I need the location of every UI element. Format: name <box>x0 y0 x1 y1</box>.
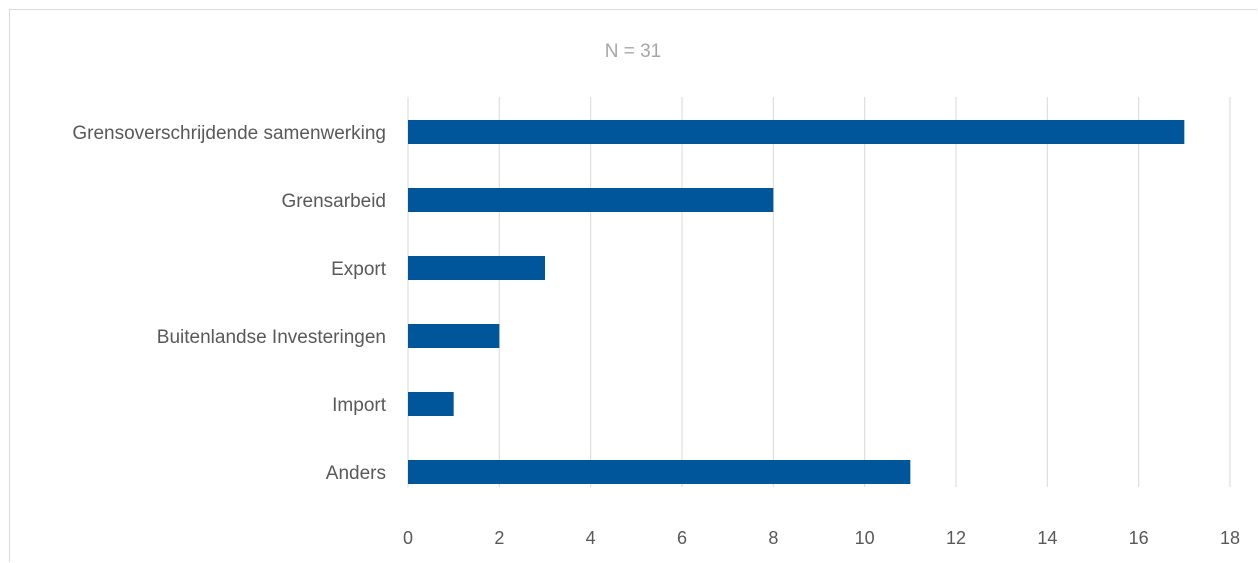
x-tick-label: 16 <box>1129 528 1149 548</box>
x-axis-tick-labels: 0 2 4 6 8 10 12 14 16 18 <box>403 528 1240 548</box>
x-tick-label: 10 <box>855 528 875 548</box>
x-tick-label: 2 <box>494 528 504 548</box>
bar <box>408 188 774 212</box>
x-tick-label: 4 <box>586 528 596 548</box>
x-tick-label: 18 <box>1220 528 1240 548</box>
bars <box>408 120 1185 484</box>
x-tick-label: 6 <box>677 528 687 548</box>
category-label: Import <box>332 395 387 416</box>
category-labels: Grensoverschrijdende samenwerking Grensar… <box>72 123 386 484</box>
bar <box>408 256 545 280</box>
gridlines <box>407 97 1231 487</box>
x-tick-label: 12 <box>946 528 966 548</box>
chart-title: N = 31 <box>605 41 662 62</box>
x-tick-label: 14 <box>1037 528 1057 548</box>
x-tick-label: 8 <box>768 528 778 548</box>
category-label: Anders <box>326 463 386 484</box>
category-label: Grensarbeid <box>281 191 386 212</box>
category-label: Export <box>331 259 387 280</box>
bar <box>408 392 454 416</box>
bar <box>408 324 500 348</box>
category-label: Grensoverschrijdende samenwerking <box>72 123 386 144</box>
x-tick-label: 0 <box>403 528 413 548</box>
bar <box>408 120 1185 144</box>
category-label: Buitenlandse Investeringen <box>157 327 386 348</box>
bar <box>408 460 911 484</box>
